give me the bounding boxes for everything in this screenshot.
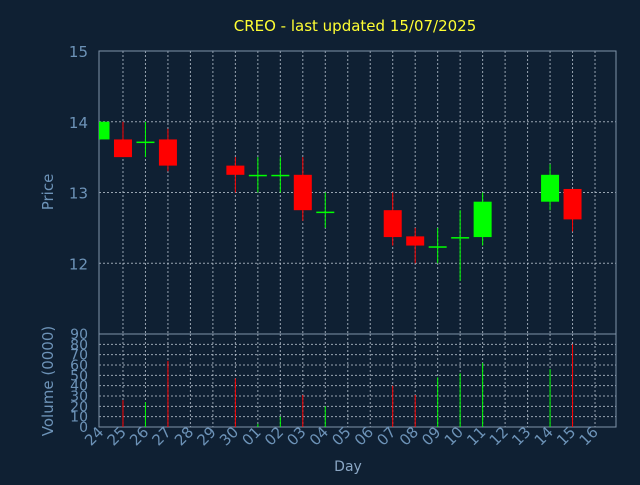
candle-body — [226, 165, 245, 175]
candle-body — [293, 174, 312, 211]
candle-body — [99, 121, 110, 140]
price-axis-label: Price — [39, 174, 57, 211]
volume-y-tick-label: 80 — [70, 337, 88, 353]
volume-y-tick-label: 20 — [70, 399, 88, 415]
volume-y-tick-label: 30 — [70, 389, 88, 405]
candle-body — [248, 174, 267, 177]
candle-body — [271, 174, 290, 177]
volume-y-tick-label: 0 — [79, 420, 88, 436]
volume-axis-label: Volume (0000) — [39, 326, 57, 436]
x-tick-labels: 2425262728293001020304050607080910111213… — [81, 423, 602, 449]
candle-body — [158, 139, 177, 166]
price-y-tick-label: 12 — [69, 255, 88, 273]
volume-y-tick-label: 90 — [70, 327, 88, 343]
candle-body — [541, 174, 560, 202]
volume-bars — [122, 344, 574, 427]
volume-plot-frame — [98, 333, 617, 428]
price-y-tick-label: 13 — [69, 185, 88, 203]
candle-body — [406, 236, 425, 246]
candle-body — [473, 201, 492, 238]
candle-body — [113, 139, 132, 158]
x-axis-label: Day — [334, 459, 362, 475]
candle-body — [428, 246, 447, 248]
volume-y-tick-label: 50 — [70, 368, 88, 384]
volume-y-tick-label: 70 — [70, 348, 88, 364]
candle-body — [383, 210, 402, 238]
candle-body — [316, 211, 335, 214]
volume-y-tick-label: 10 — [70, 410, 88, 426]
candle-body — [451, 237, 470, 239]
candles — [99, 121, 582, 281]
candle-body — [136, 141, 155, 144]
price-y-tick-labels: 15 14 13 12 — [69, 43, 88, 273]
volume-y-tick-label: 60 — [70, 358, 88, 374]
volume-y-tick-label: 40 — [70, 379, 88, 395]
chart-title: CREO - last updated 15/07/2025 — [234, 17, 477, 35]
price-y-tick-label: 15 — [69, 43, 88, 61]
price-y-tick-label: 14 — [69, 114, 88, 132]
candle-body — [563, 188, 582, 220]
